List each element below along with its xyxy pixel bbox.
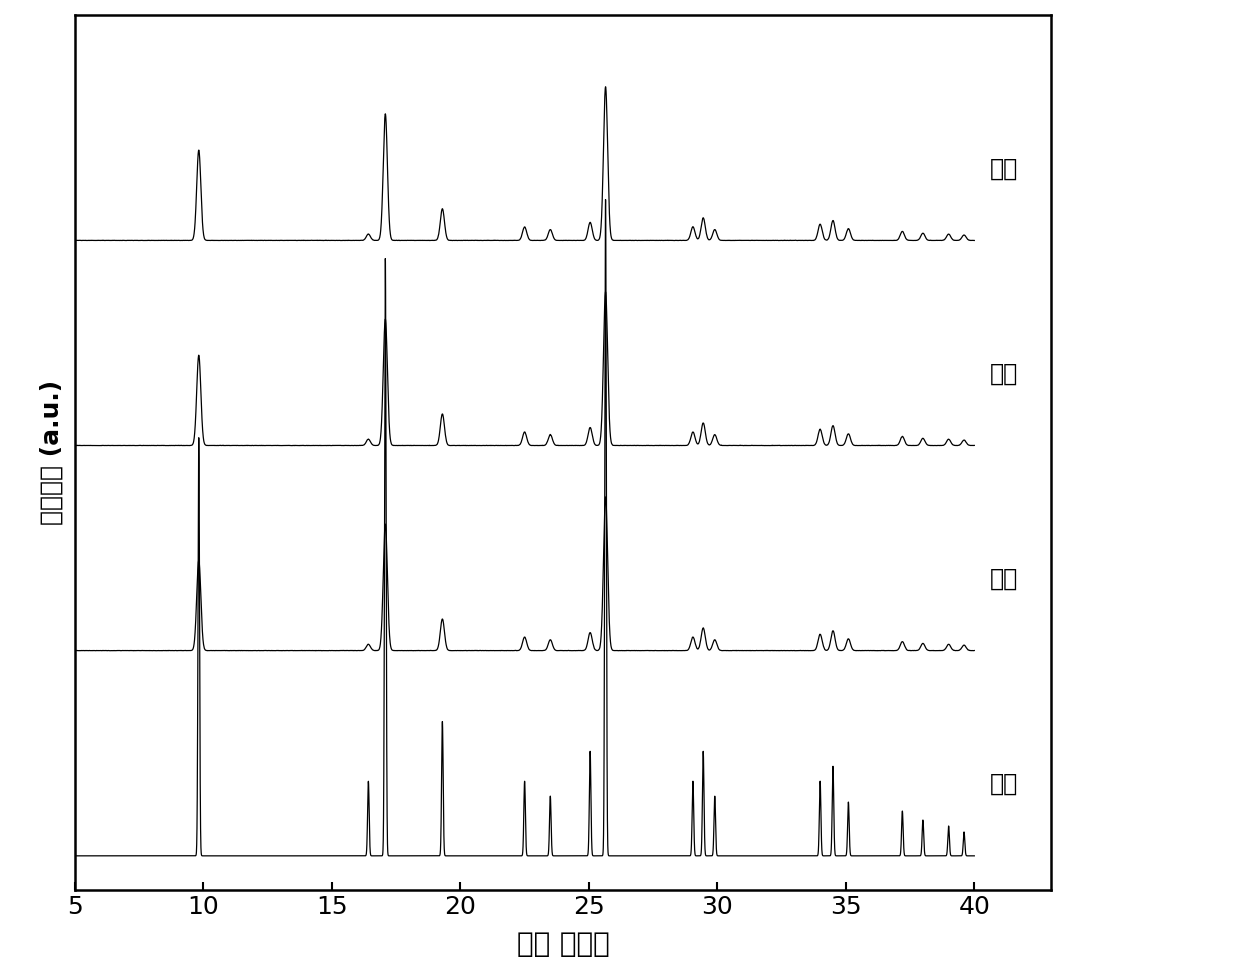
Text: 原样: 原样 [990, 567, 1018, 591]
X-axis label: 二倍 吸收角: 二倍 吸收角 [517, 930, 610, 958]
Text: 加热: 加热 [990, 157, 1018, 181]
Text: 变色: 变色 [990, 362, 1018, 386]
Text: 模拟: 模拟 [990, 772, 1018, 796]
Y-axis label: 吸收强度 (a.u.): 吸收强度 (a.u.) [40, 379, 63, 525]
